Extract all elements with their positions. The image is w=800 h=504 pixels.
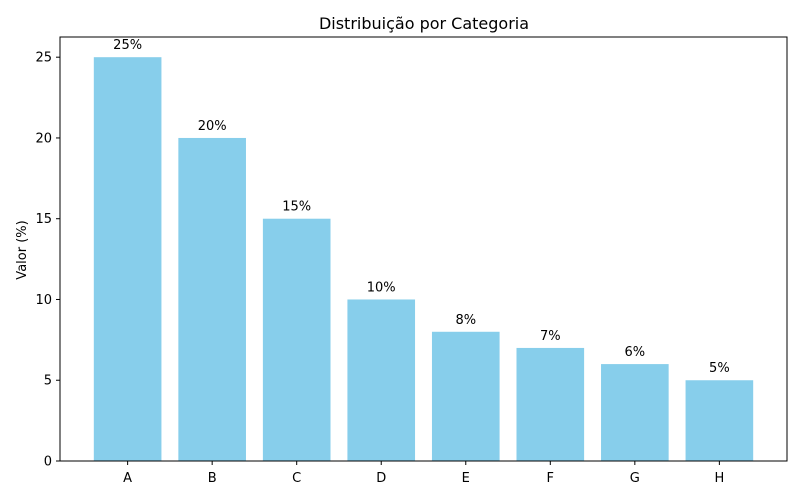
x-tick-label-F: F bbox=[547, 471, 554, 486]
bar-D bbox=[347, 299, 416, 461]
bar-G bbox=[601, 364, 669, 461]
y-tick-label-15: 15 bbox=[35, 212, 52, 227]
data-label-H: 5% bbox=[709, 361, 730, 376]
x-tick-label-G: G bbox=[630, 471, 640, 486]
bar-C bbox=[262, 218, 331, 461]
x-tick-label-H: H bbox=[714, 471, 724, 486]
x-axis: A B C D E F G H bbox=[123, 461, 724, 486]
data-label-D: 10% bbox=[367, 280, 396, 295]
x-tick-label-B: B bbox=[208, 471, 217, 486]
bar-H bbox=[685, 380, 754, 461]
data-label-E: 8% bbox=[455, 313, 476, 328]
data-label-F: 7% bbox=[540, 329, 561, 344]
y-tick-label-10: 10 bbox=[35, 293, 52, 308]
y-tick-label-0: 0 bbox=[44, 455, 52, 470]
bar-B bbox=[178, 137, 246, 461]
plot-frame bbox=[59, 36, 788, 462]
data-label-A: 25% bbox=[113, 38, 142, 53]
bar-F bbox=[516, 347, 585, 461]
data-label-B: 20% bbox=[198, 119, 227, 134]
x-tick-label-D: D bbox=[376, 471, 386, 486]
data-label-G: 6% bbox=[625, 345, 646, 360]
y-axis: 0 5 10 15 20 25 bbox=[35, 51, 60, 470]
data-label-C: 15% bbox=[282, 200, 311, 215]
y-axis-label: Valor (%) bbox=[15, 220, 30, 279]
bar-A bbox=[93, 57, 162, 461]
y-tick-label-20: 20 bbox=[35, 131, 52, 146]
x-tick-label-A: A bbox=[123, 471, 132, 486]
data-labels-group: 25% 20% 15% 10% 8% 7% 6% 5% bbox=[113, 38, 730, 376]
x-tick-label-E: E bbox=[462, 471, 470, 486]
y-tick-label-25: 25 bbox=[35, 51, 52, 66]
x-tick-label-C: C bbox=[292, 471, 301, 486]
chart-title: Distribuição por Categoria bbox=[319, 14, 529, 33]
y-tick-label-5: 5 bbox=[44, 374, 52, 389]
bar-E bbox=[431, 331, 500, 461]
bars-group bbox=[93, 57, 754, 461]
